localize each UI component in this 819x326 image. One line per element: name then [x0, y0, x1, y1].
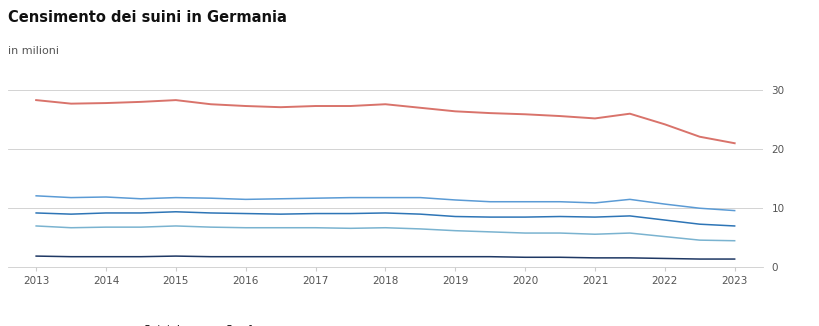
Text: in milioni: in milioni — [8, 46, 59, 56]
Legend: Totale dei suini, Suini da
ingrasso, Scrofe
riproduttrici, Suinetti, Suini giova: Totale dei suini, Suini da ingrasso, Scr… — [6, 325, 509, 326]
Text: Censimento dei suini in Germania: Censimento dei suini in Germania — [8, 10, 287, 25]
